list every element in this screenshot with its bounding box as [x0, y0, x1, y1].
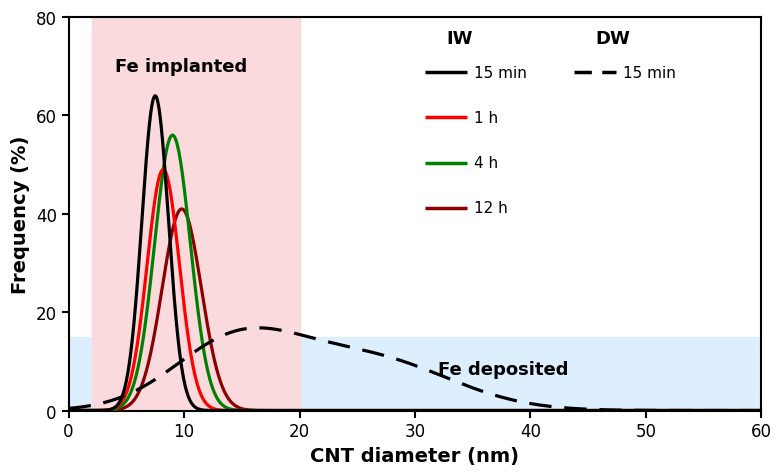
Text: DW: DW [595, 30, 630, 48]
Y-axis label: Frequency (%): Frequency (%) [11, 135, 30, 293]
Text: 15 min: 15 min [474, 66, 527, 80]
X-axis label: CNT diameter (nm): CNT diameter (nm) [311, 446, 519, 465]
Text: Fe implanted: Fe implanted [115, 58, 247, 76]
Text: 12 h: 12 h [474, 201, 507, 216]
Text: 15 min: 15 min [622, 66, 676, 80]
Text: 1 h: 1 h [474, 111, 498, 126]
Text: Fe deposited: Fe deposited [438, 360, 568, 378]
Bar [92, 18, 300, 411]
Bar [69, 337, 761, 411]
Text: 4 h: 4 h [474, 156, 498, 171]
Text: IW: IW [447, 30, 473, 48]
